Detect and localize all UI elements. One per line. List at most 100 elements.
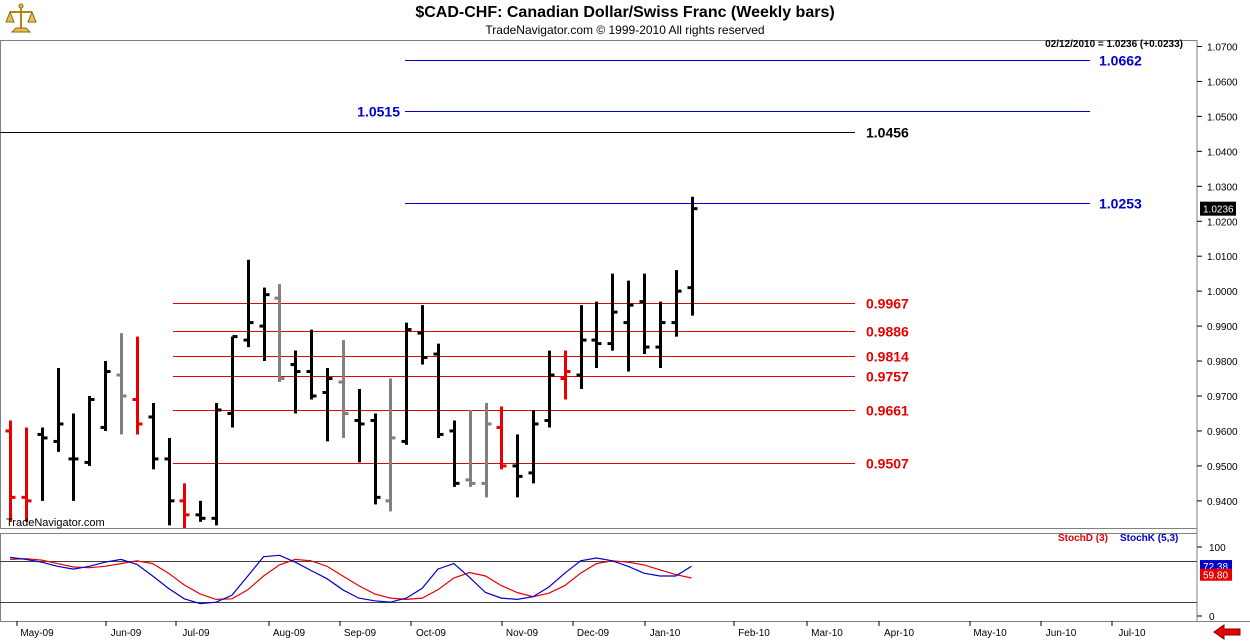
stochastic-panel-frame [0, 533, 1198, 622]
stochastic-tick-label: 100 [1209, 543, 1226, 554]
y-tick-label: 1.0400 [1207, 147, 1238, 158]
x-tick-label: Jul-09 [182, 628, 210, 639]
x-tick-label: May-10 [973, 628, 1007, 639]
y-tick-label: 1.0300 [1207, 182, 1238, 193]
ohlc-bar [5, 420, 16, 522]
level-label: 1.0515 [357, 104, 400, 120]
ohlc-bar [21, 427, 32, 522]
ohlc-bar [370, 413, 381, 505]
last-price-tag [1200, 201, 1236, 216]
level-label: 0.9886 [866, 324, 909, 340]
ohlc-bar [84, 396, 95, 466]
stoch-d-value-tag [1200, 568, 1232, 581]
x-tick-label: May-09 [20, 628, 54, 639]
x-tick-label: Feb-10 [738, 628, 770, 639]
ohlc-bar [655, 301, 666, 369]
ohlc-bar [671, 270, 682, 337]
x-tick-label: Nov-09 [506, 628, 539, 639]
ohlc-bar [528, 409, 539, 484]
y-tick-label: 1.0500 [1207, 112, 1238, 123]
y-tick-label: 1.0000 [1207, 287, 1238, 298]
ohlc-bar [322, 368, 333, 442]
ohlc-bar [433, 343, 444, 438]
ohlc-bar [53, 368, 64, 452]
y-tick-label: 1.0100 [1207, 252, 1238, 263]
level-label: 0.9757 [866, 369, 909, 385]
level-label: 1.0456 [866, 125, 909, 141]
ohlc-bar [148, 402, 159, 470]
x-tick-label: Jan-10 [650, 628, 681, 639]
y-tick-label: 0.9600 [1207, 427, 1238, 438]
x-tick-label: Oct-09 [416, 628, 446, 639]
chart-copyright: TradeNavigator.com © 1999-2010 All right… [485, 23, 765, 37]
level-label: 0.9661 [866, 403, 909, 419]
x-tick-label: Dec-09 [577, 628, 610, 639]
x-tick-label: Jul-10 [1118, 628, 1146, 639]
chart-header: $CAD-CHF: Canadian Dollar/Swiss Franc (W… [0, 0, 1250, 40]
stoch-k-legend: StochK (5,3) [1120, 533, 1178, 544]
level-label: 1.0662 [1099, 53, 1142, 69]
ohlc-bar [306, 329, 317, 400]
ohlc-bar [639, 273, 650, 355]
ohlc-bar [274, 284, 285, 383]
y-tick-label: 0.9400 [1207, 497, 1238, 508]
y-tick-label: 1.0200 [1207, 217, 1238, 228]
ohlc-bar [417, 305, 428, 365]
ohlc-bar [179, 483, 190, 528]
ohlc-bar [607, 273, 618, 351]
ohlc-bar [576, 305, 587, 390]
ohlc-bar [243, 259, 254, 348]
trade-navigator-logo-icon [5, 3, 37, 33]
stoch-k-value-label: 72.38 [1203, 562, 1228, 573]
ohlc-bar [100, 361, 111, 431]
x-tick-label: Apr-10 [884, 628, 914, 639]
level-label: 0.9507 [866, 456, 909, 472]
y-tick-label: 0.9800 [1207, 357, 1238, 368]
price-panel-frame [0, 40, 1198, 529]
chart-title: $CAD-CHF: Canadian Dollar/Swiss Franc (W… [415, 4, 835, 21]
x-tick-label: Mar-10 [811, 628, 843, 639]
x-tick-label: Sep-09 [344, 628, 377, 639]
ohlc-bar [116, 333, 127, 435]
x-tick-label: Jun-10 [1046, 628, 1077, 639]
ohlc-bar [623, 280, 634, 372]
ohlc-bar [401, 322, 412, 445]
ohlc-bar [132, 336, 143, 435]
ohlc-bar [338, 340, 349, 438]
ohlc-bar [512, 434, 523, 498]
stoch-k-line [9, 554, 692, 605]
x-tick-label: Jun-09 [111, 628, 142, 639]
stochastic-tick-label: 0 [1209, 612, 1215, 623]
stoch-d-line [9, 558, 692, 601]
y-tick-label: 0.9500 [1207, 462, 1238, 473]
ohlc-bar [465, 409, 476, 487]
level-label: 0.9814 [866, 349, 909, 365]
ohlc-bar [481, 402, 492, 498]
ohlc-bar [687, 196, 698, 316]
y-tick-label: 0.9700 [1207, 392, 1238, 403]
level-label: 1.0253 [1099, 196, 1142, 212]
y-tick-label: 0.9900 [1207, 322, 1238, 333]
ohlc-bar [354, 389, 365, 463]
ohlc-bar [385, 378, 396, 512]
ohlc-bar [37, 427, 48, 501]
ohlc-bar [449, 420, 460, 487]
watermark-text: TradeNavigator.com [6, 517, 105, 529]
scroll-left-arrow-icon[interactable] [1212, 624, 1242, 640]
ohlc-bar [227, 335, 238, 428]
ohlc-bar [68, 413, 79, 501]
y-tick-label: 1.0700 [1207, 43, 1238, 54]
stoch-d-value-label: 59.80 [1203, 571, 1228, 582]
stoch-d-legend: StochD (3) [1058, 533, 1108, 544]
ohlc-bar [195, 500, 206, 522]
last-price-tag-label: 1.0236 [1203, 205, 1234, 216]
ohlc-bar [496, 406, 507, 470]
x-tick-label: Aug-09 [273, 628, 306, 639]
level-label: 0.9967 [866, 296, 909, 312]
ohlc-bar [560, 350, 571, 400]
ohlc-bar [544, 350, 555, 428]
ohlc-bar [259, 287, 270, 362]
ohlc-bar [290, 350, 301, 414]
y-tick-label: 1.0600 [1207, 77, 1238, 88]
